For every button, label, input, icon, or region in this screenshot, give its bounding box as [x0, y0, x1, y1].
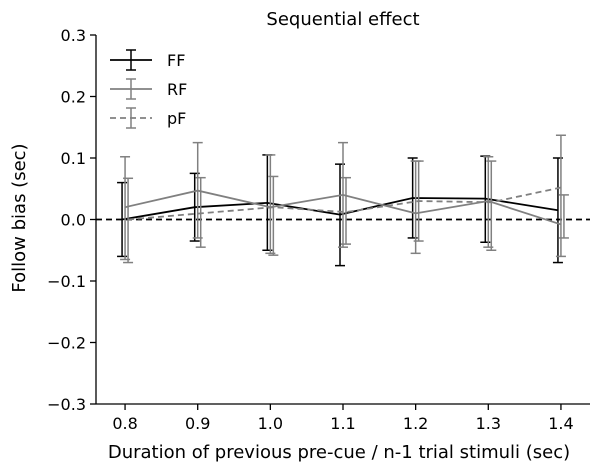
series-line-rf	[124, 189, 562, 226]
x-axis-label: Duration of previous pre-cue / n-1 trial…	[108, 442, 570, 463]
x-tick-label: 0.8	[112, 414, 137, 433]
legend-label-rf: RF	[167, 80, 187, 99]
x-tick-label: 1.0	[258, 414, 283, 433]
y-tick-label: 0.1	[61, 149, 86, 168]
y-axis-label: Follow bias (sec)	[9, 143, 30, 292]
series-line-ff	[121, 197, 559, 221]
x-tick-label: 1.4	[548, 414, 573, 433]
chart-title: Sequential effect	[266, 9, 419, 30]
legend-label-pf: pF	[167, 109, 186, 128]
y-tick-label: −0.1	[47, 272, 86, 291]
x-tick-label: 1.3	[476, 414, 501, 433]
x-tick-label: 0.9	[185, 414, 210, 433]
plot-area	[96, 134, 590, 267]
y-tick-label: −0.2	[47, 334, 86, 353]
legend-label-ff: FF	[167, 51, 185, 70]
y-tick-label: 0.3	[61, 26, 86, 45]
y-tick-label: 0.0	[61, 211, 86, 230]
x-tick-label: 1.2	[403, 414, 428, 433]
y-tick-label: 0.2	[61, 88, 86, 107]
series-line-pf	[127, 186, 565, 221]
x-tick-label: 1.1	[330, 414, 355, 433]
y-tick-label: −0.3	[47, 395, 86, 414]
legend: FF RF pF	[110, 49, 187, 129]
axes: −0.3 −0.2 −0.1 0.0 0.1 0.2 0.3 0.8 0.9 1.0 1.1 1.2 1…	[47, 26, 590, 433]
